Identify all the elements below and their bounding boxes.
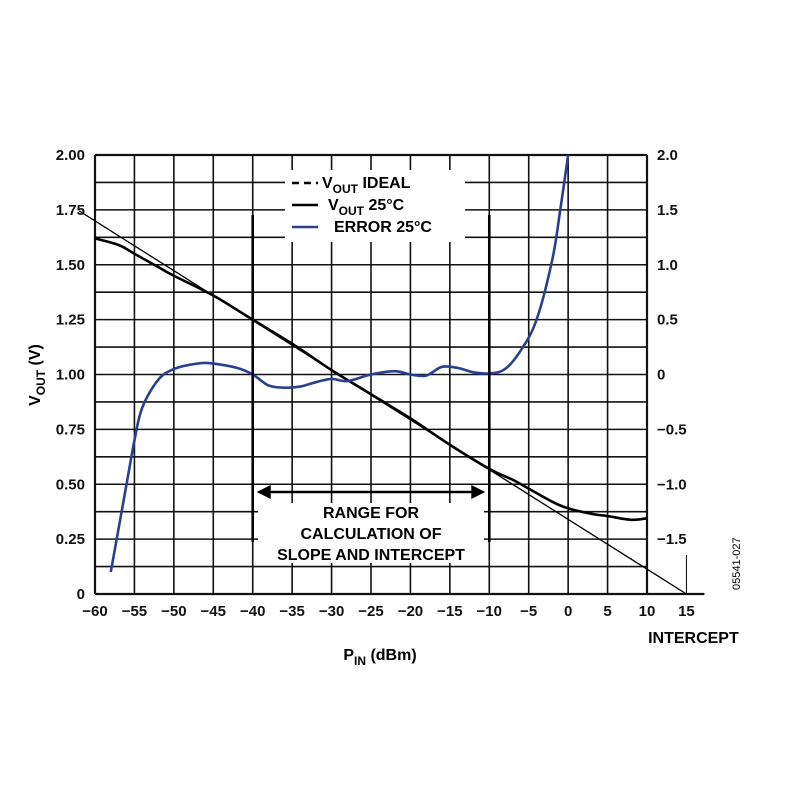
x-tick-label: 0 [564,603,572,620]
y-tick-label: 1.00 [56,367,85,384]
intercept-label: INTERCEPT [648,630,739,647]
x-tick-label: −45 [201,603,226,620]
annotations: RANGE FOR CALCULATION OF SLOPE AND INTERCE… [251,215,743,647]
tick-labels: −60 −55 −50 −45 −40 −35 −30 −25 −20 −15 −10 −5 0 5 10 1… [56,147,695,620]
y2-tick-label: −0.5 [657,421,687,438]
y2-tick-label: 0 [657,367,665,384]
legend-label: VOUT 25°C [328,197,405,218]
y-tick-label: 2.00 [56,147,85,164]
y-tick-label: 1.50 [56,257,85,274]
series-line-1 [94,237,648,522]
x-tick-label: −25 [358,603,383,620]
x-tick-label: −40 [240,603,265,620]
range-text-line: CALCULATION OF [300,526,441,543]
y-tick-label: 0.75 [56,421,85,438]
legend-label: ERROR 25°C [334,219,432,236]
x-tick-label: −15 [437,603,462,620]
y-tick-label: 1.25 [56,312,85,329]
y2-tick-label: −1.5 [657,531,687,548]
y-axis-label: VOUT (V) [27,344,48,406]
x-tick-label: −20 [398,603,423,620]
x-tick-label: 15 [678,603,695,620]
x-tick-label: −50 [161,603,186,620]
range-text-box [258,503,484,563]
x-tick-label: −35 [279,603,304,620]
x-tick-label: −55 [122,603,147,620]
y-tick-label: 1.75 [56,202,85,219]
arrow-head-left [256,485,271,499]
x-tick-label: −10 [477,603,502,620]
legend-label: VOUT IDEAL [322,175,411,196]
y2-tick-label: 2.0 [657,147,678,164]
y-tick-label: 0.50 [56,476,85,493]
range-text-line: RANGE FOR [323,505,419,522]
arrow-head-right [471,485,486,499]
y2-tick-label: 1.5 [657,202,678,219]
range-text-line: SLOPE AND INTERCEPT [277,547,465,564]
series-group [78,154,687,595]
y-tick-label: 0 [77,586,85,603]
y2-tick-label: 0.5 [657,312,678,329]
y2-tick-label: 1.0 [657,257,678,274]
x-tick-label: 10 [639,603,656,620]
x-tick-label: 5 [603,603,611,620]
x-tick-label: −5 [520,603,537,620]
x-tick-label: −30 [319,603,344,620]
y2-tick-label: −1.0 [657,476,687,493]
y-tick-label: 0.25 [56,531,85,548]
figure-id: 05541-027 [731,537,743,590]
series-line-2 [109,154,570,573]
x-axis-label: PIN (dBm) [343,647,416,668]
x-tick-label: −60 [82,603,107,620]
